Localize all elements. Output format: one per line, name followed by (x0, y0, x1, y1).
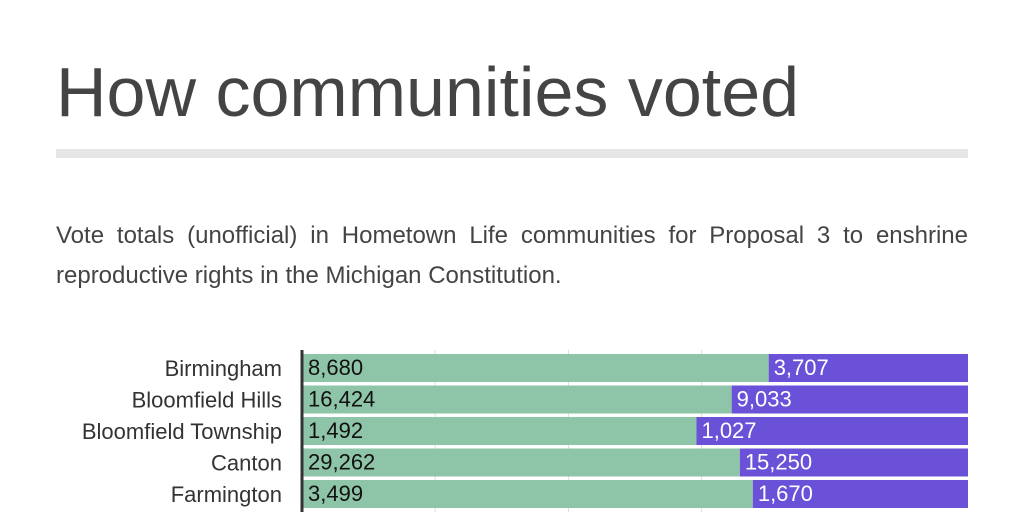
value-label-yes-1: 16,424 (308, 387, 375, 412)
value-label-yes-3: 29,262 (308, 450, 375, 475)
bar-yes-3 (302, 448, 740, 477)
bar-no-2 (696, 417, 968, 445)
category-label-3: Canton (211, 451, 282, 476)
title-divider (56, 149, 968, 158)
stacked-bar-chart: Birmingham 8,680 3,707 Bloomfield Hills 16,4… (0, 340, 1024, 512)
bar-no-0 (768, 354, 968, 382)
bar-yes-1 (302, 385, 732, 414)
bar-no-1 (731, 385, 968, 414)
category-label-0: Birmingham (165, 356, 282, 381)
category-label-4: Farmington (171, 482, 282, 507)
page-title: How communities voted (56, 53, 800, 131)
bar-yes-4 (302, 480, 753, 508)
value-label-yes-4: 3,499 (308, 481, 363, 506)
bar-no-4 (752, 480, 968, 508)
category-label-1: Bloomfield Hills (132, 388, 282, 413)
value-label-no-0: 3,707 (774, 355, 829, 380)
value-label-yes-0: 8,680 (308, 355, 363, 380)
value-label-no-2: 1,027 (701, 418, 756, 443)
category-label-2: Bloomfield Township (82, 419, 282, 444)
chart-svg: Birmingham 8,680 3,707 Bloomfield Hills 16,4… (82, 350, 968, 512)
bar-no-3 (739, 448, 968, 477)
bar-yes-0 (302, 354, 769, 382)
value-label-yes-2: 1,492 (308, 418, 363, 443)
value-label-no-4: 1,670 (758, 481, 813, 506)
value-label-no-1: 9,033 (737, 387, 792, 412)
chart-subtitle: Vote totals (unofficial) in Hometown Lif… (56, 222, 968, 289)
value-label-no-3: 15,250 (745, 450, 812, 475)
bar-yes-2 (302, 417, 697, 445)
